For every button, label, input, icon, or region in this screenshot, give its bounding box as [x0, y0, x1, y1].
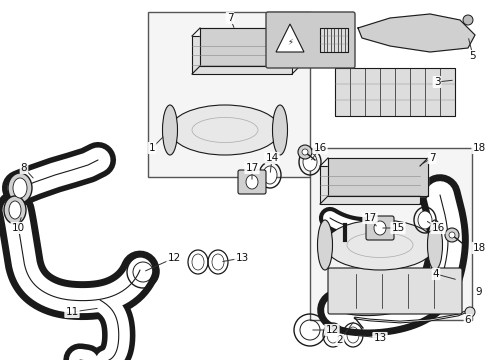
Ellipse shape — [9, 201, 21, 219]
Text: 17: 17 — [363, 213, 376, 223]
Bar — [309, 148, 471, 320]
Polygon shape — [357, 14, 474, 52]
Circle shape — [297, 145, 311, 159]
Ellipse shape — [272, 105, 287, 155]
Ellipse shape — [373, 221, 385, 235]
Text: 4: 4 — [432, 269, 438, 279]
Polygon shape — [275, 24, 304, 52]
Bar — [334, 68, 454, 116]
Polygon shape — [200, 28, 299, 66]
Ellipse shape — [8, 173, 32, 203]
Text: 11: 11 — [65, 307, 79, 317]
Text: 12: 12 — [325, 325, 338, 335]
Text: 10: 10 — [11, 223, 24, 233]
Circle shape — [462, 15, 472, 25]
Ellipse shape — [245, 175, 258, 189]
Ellipse shape — [317, 220, 332, 270]
Circle shape — [444, 228, 458, 242]
Ellipse shape — [13, 178, 27, 198]
Text: ⚡: ⚡ — [286, 37, 292, 46]
Bar — [148, 12, 309, 177]
Text: 15: 15 — [390, 223, 404, 233]
Text: 6: 6 — [464, 315, 470, 325]
Text: 8: 8 — [20, 163, 27, 173]
Text: 2: 2 — [336, 335, 343, 345]
Bar — [319, 166, 419, 204]
Text: 1: 1 — [148, 143, 155, 153]
Circle shape — [464, 307, 474, 317]
Text: 18: 18 — [471, 243, 485, 253]
Ellipse shape — [4, 196, 26, 224]
Polygon shape — [327, 158, 427, 196]
Ellipse shape — [303, 153, 316, 171]
Text: 16: 16 — [313, 143, 326, 153]
Text: 7: 7 — [226, 13, 233, 23]
Bar — [319, 28, 347, 52]
Ellipse shape — [417, 211, 431, 229]
Text: 12: 12 — [167, 253, 180, 263]
Text: 18: 18 — [471, 143, 485, 153]
Text: 9: 9 — [475, 287, 481, 297]
Ellipse shape — [162, 105, 177, 155]
Text: 14: 14 — [265, 153, 278, 163]
Ellipse shape — [325, 220, 434, 270]
Text: 3: 3 — [433, 77, 439, 87]
Bar — [192, 36, 291, 74]
Ellipse shape — [263, 166, 276, 184]
FancyBboxPatch shape — [365, 216, 393, 240]
Circle shape — [448, 232, 454, 238]
FancyBboxPatch shape — [238, 170, 265, 194]
Text: 13: 13 — [373, 333, 386, 343]
Circle shape — [302, 149, 307, 155]
Ellipse shape — [427, 220, 442, 270]
Text: 17: 17 — [245, 163, 258, 173]
FancyBboxPatch shape — [265, 12, 354, 68]
Ellipse shape — [170, 105, 280, 155]
FancyBboxPatch shape — [327, 268, 461, 314]
Text: 16: 16 — [430, 223, 444, 233]
Text: 7: 7 — [428, 153, 434, 163]
Text: 13: 13 — [235, 253, 248, 263]
Text: 5: 5 — [469, 51, 475, 61]
